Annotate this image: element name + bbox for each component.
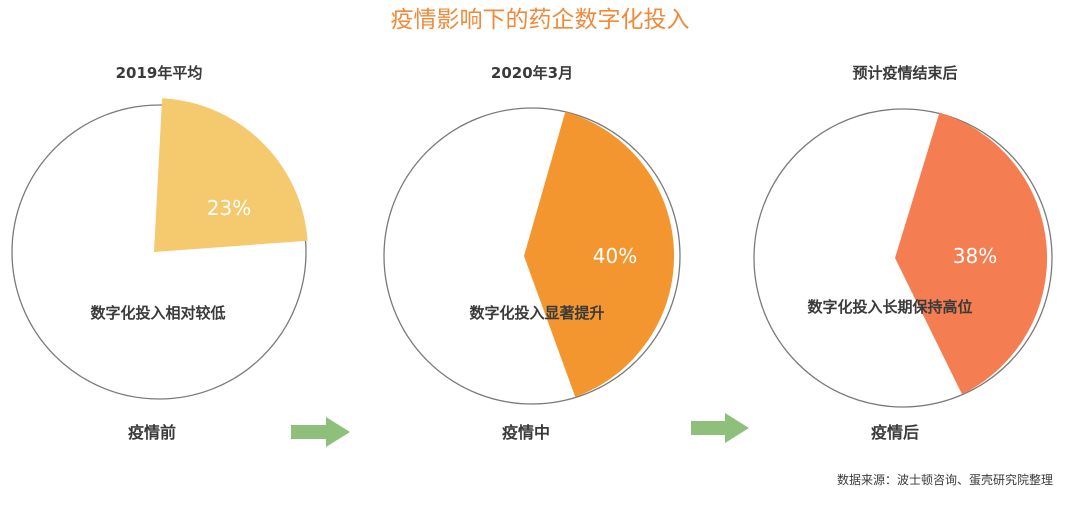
pie-outline-1	[11, 104, 307, 400]
pie-slice-1	[154, 98, 308, 252]
chart-title: 疫情影响下的药企数字化投入	[391, 7, 690, 33]
source-note: 数据来源：波士顿咨询、蛋壳研究院整理	[837, 472, 1053, 487]
description-label-3: 数字化投入长期保持高位	[807, 298, 972, 316]
arrow-1	[291, 417, 350, 447]
description-label-1: 数字化投入相对较低	[90, 304, 225, 322]
status-label-3: 疫情后	[871, 423, 919, 442]
description-label-2: 数字化投入显著提升	[469, 304, 604, 322]
pie-chart-2: 2020年3月 数字化投入显著提升 疫情中 40%	[383, 64, 681, 442]
status-label-2: 疫情中	[502, 423, 550, 442]
arrow-2	[691, 413, 749, 443]
percent-label-2: 40%	[593, 244, 637, 268]
pie-chart-3: 预计疫情结束后 数字化投入长期保持高位 疫情后 38%	[753, 64, 1053, 442]
period-label-3: 预计疫情结束后	[852, 64, 957, 82]
percent-label-3: 38%	[953, 244, 997, 268]
pie-slice-2	[524, 111, 675, 398]
pie-slice-3	[895, 112, 1048, 395]
pie-chart-1: 2019年平均 数字化投入相对较低 疫情前 23%	[11, 64, 308, 442]
status-label-1: 疫情前	[128, 423, 176, 442]
period-label-2: 2020年3月	[491, 64, 573, 82]
period-label-1: 2019年平均	[116, 64, 203, 82]
percent-label-1: 23%	[207, 196, 251, 220]
pie-outline-3	[753, 108, 1053, 408]
pie-outline-2	[383, 107, 681, 405]
